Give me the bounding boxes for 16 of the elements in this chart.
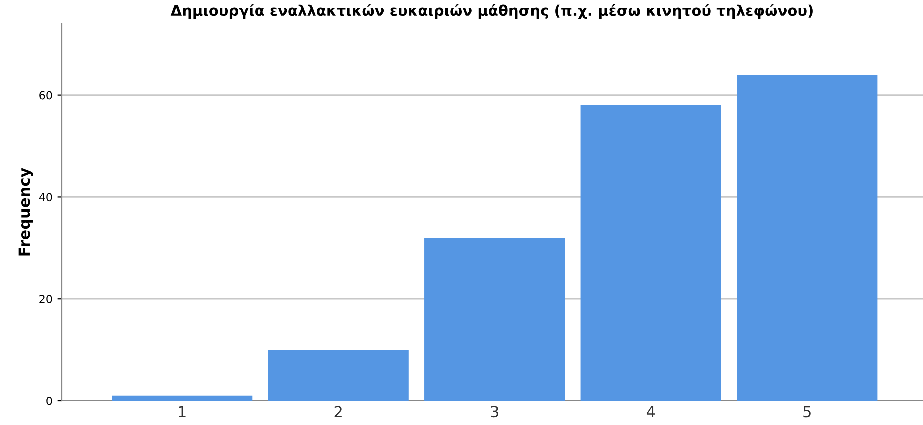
bar <box>580 106 722 401</box>
y-tick-label: 40 <box>39 193 52 202</box>
x-tick-label: 1 <box>179 406 186 418</box>
y-tick-label: 20 <box>40 295 52 304</box>
x-tick-label: 2 <box>334 406 342 418</box>
y-axis-title: Frequency <box>18 168 34 256</box>
chart-title: Δημιουργία εναλλακτικών ευκαιριών μάθησης (π.χ. μέσω κινητού τηλεφώνου) <box>170 4 813 19</box>
bar <box>737 74 878 401</box>
x-tick-label: 5 <box>804 406 811 418</box>
y-tick-label: 0 <box>46 396 52 406</box>
bar <box>424 238 566 401</box>
x-tick-label: 4 <box>646 406 656 418</box>
x-tick-label: 3 <box>491 406 498 418</box>
bar <box>112 396 253 401</box>
bar <box>268 350 409 401</box>
y-tick-label: 60 <box>40 91 52 100</box>
